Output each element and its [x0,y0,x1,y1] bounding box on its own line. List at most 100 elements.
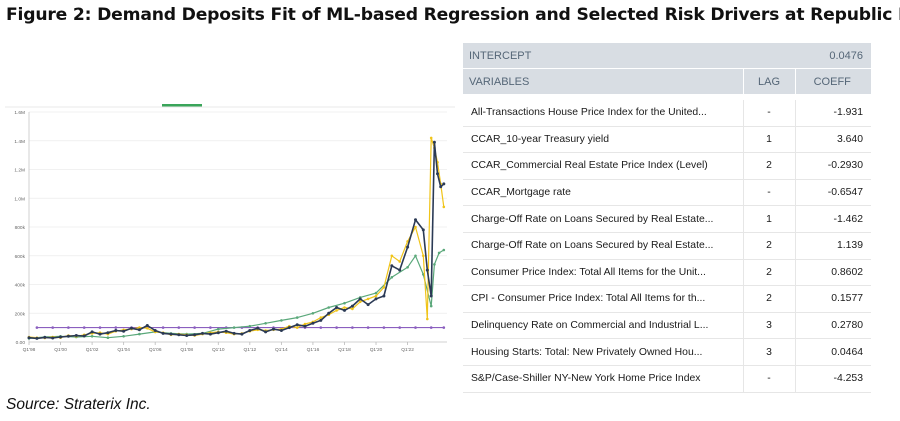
series-lines [27,136,446,340]
intercept-row: INTERCEPT 0.0476 [463,43,871,69]
series-point-3 [161,326,165,329]
series-point-1 [429,136,433,140]
variable-cell: Consumer Price Index: Total All Items fo… [463,259,743,287]
table-header-row: VARIABLES LAG COEFF [463,68,871,94]
series-point-0 [35,336,39,340]
series-point-2 [217,327,220,331]
x-tick-label: Q1'14 [275,347,288,353]
x-tick-label: Q1'16 [307,347,320,353]
series-point-0 [311,321,315,325]
series-point-0 [350,304,354,308]
series-point-0 [137,328,141,332]
series-point-3 [398,326,402,329]
series-point-3 [98,326,102,329]
series-point-3 [351,326,354,329]
series-point-3 [382,326,386,329]
series-point-1 [414,225,417,229]
series-point-0 [358,297,362,301]
table-row: S&P/Case-Shiller NY-New York Home Price … [463,365,871,393]
series-point-0 [429,294,433,298]
series-point-1 [390,254,394,258]
series-point-0 [442,182,446,186]
series-point-2 [414,254,417,258]
coeff-cell: -0.6547 [795,179,871,207]
coeff-cell: 0.8602 [795,259,871,287]
x-tick-label: Q1'18 [338,347,351,353]
intercept-value: 0.0476 [795,43,871,69]
figure-source: Source: Straterix Inc. [6,396,151,413]
series-point-0 [90,330,94,334]
lag-cell: 2 [742,259,796,287]
series-point-0 [43,335,47,339]
table-row: CCAR_Commercial Real Estate Price Index … [463,152,871,180]
legend-tab-indicator[interactable] [162,104,202,107]
series-point-2 [248,324,252,328]
series-point-2 [232,326,236,329]
table-row: All-Transactions House Price Index for t… [463,100,871,127]
series-point-0 [421,228,425,232]
variable-cell: Charge-Off Rate on Loans Secured by Real… [463,205,743,233]
series-point-0 [439,185,443,189]
chart-area: 0.00 200k 400k 600k 800k 1.0M 1.2M 1.4M 1.6M Q1'9… [5,100,455,380]
series-point-2 [390,276,394,279]
series-point-0 [319,318,323,322]
y-tick-label: 1.2M [14,168,25,174]
series-point-1 [319,316,323,319]
y-tick-label: 0.00 [16,340,26,346]
header-coeff: COEFF [795,68,871,94]
series-point-0 [279,329,283,332]
series-point-1 [146,327,149,330]
coefficients-table: INTERCEPT 0.0476 VARIABLES LAG COEFF All… [463,43,871,393]
series-point-3 [82,326,86,329]
coeff-cell: 0.0464 [795,338,871,366]
series-point-2 [442,248,446,252]
x-tick-label: Q1'98 [23,347,36,353]
variable-cell: Delinquency Rate on Commercial and Indus… [463,312,743,340]
series-point-0 [130,326,133,330]
series-point-1 [422,254,425,258]
variable-cell: Charge-Off Rate on Loans Secured by Real… [463,232,743,260]
series-point-1 [295,326,299,329]
coeff-cell: 0.1577 [795,285,871,313]
series-point-2 [122,335,125,338]
line-chart: 0.00 200k 400k 600k 800k 1.0M 1.2M 1.4M 1.6M Q1'9… [5,100,455,380]
series-point-1 [382,286,386,289]
lag-cell: 1 [742,205,796,233]
table-row: CCAR_10-year Treasury yield 1 3.640 [463,126,871,154]
series-point-1 [351,307,354,311]
series-point-0 [177,333,181,337]
series-point-1 [366,297,370,301]
series-point-0 [390,264,394,268]
y-tick-label: 600k [15,254,26,260]
header-lag: LAG [742,68,796,94]
x-tick-label: Q1'20 [370,347,383,353]
series-point-0 [272,327,275,331]
series-point-2 [264,322,267,325]
variable-cell: All-Transactions House Price Index for t… [463,100,743,127]
series-point-2 [295,316,299,319]
table-row: CCAR_Mortgage rate - -0.6547 [463,179,871,207]
series-point-1 [398,260,402,263]
series-point-0 [432,140,436,144]
variable-cell: CPI - Consumer Price Index: Total All It… [463,285,743,313]
y-tick-label: 1.6M [14,110,25,116]
lag-cell: 2 [742,285,796,313]
series-point-0 [66,334,70,338]
intercept-lag-cell [742,43,796,69]
series-point-0 [406,245,410,249]
series-point-0 [343,308,346,312]
series-point-0 [436,172,439,176]
series-point-0 [161,331,165,335]
series-point-0 [248,329,252,332]
series-point-0 [287,326,291,330]
table-row: Consumer Price Index: Total All Items fo… [463,259,871,287]
figure-title: Figure 2: Demand Deposits Fit of ML-base… [6,5,900,25]
series-point-3 [67,326,70,329]
series-point-2 [429,304,433,308]
table-row: Delinquency Rate on Commercial and Indus… [463,312,871,340]
series-point-2 [406,266,409,269]
series-point-0 [382,294,386,298]
series-point-0 [27,336,31,340]
series-point-3 [319,326,323,329]
x-tick-label: Q1'06 [149,347,162,353]
